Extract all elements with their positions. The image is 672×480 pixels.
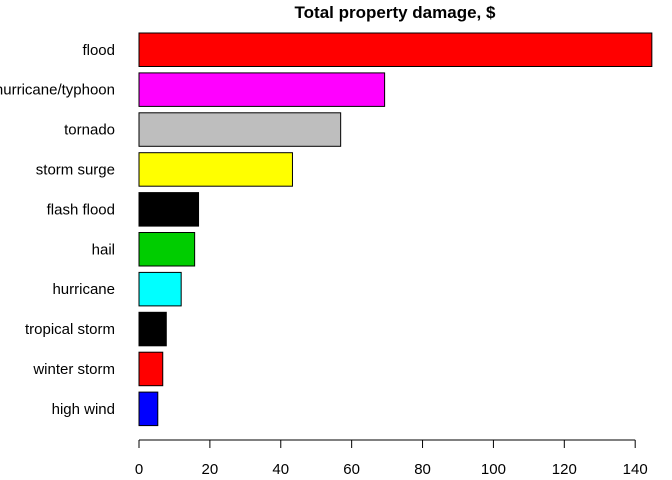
category-label-hurricane: hurricane — [52, 281, 115, 298]
bars-layer — [138, 32, 653, 427]
x-tick-label-0: 0 — [135, 461, 143, 478]
category-label-storm-surge: storm surge — [36, 161, 115, 178]
bar-hurricane-typhoon — [138, 72, 386, 107]
category-label-winter-storm: winter storm — [32, 361, 115, 378]
bar-hail — [138, 232, 196, 267]
category-label-hurricane-typhoon: hurricane/typhoon — [0, 82, 115, 99]
category-labels: flood hurricane/typhoon tornado storm surge… — [0, 42, 115, 418]
x-tick-label-20: 20 — [202, 461, 219, 478]
bar-tropical-storm — [138, 311, 167, 347]
bar-high-wind — [138, 391, 159, 427]
category-label-tornado: tornado — [64, 122, 115, 139]
bar-flash-flood — [138, 192, 200, 227]
x-tick-label-120: 120 — [552, 461, 577, 478]
category-label-hail: hail — [92, 241, 115, 258]
bar-storm-surge — [138, 152, 293, 187]
x-tick-label-140: 140 — [623, 461, 648, 478]
bar-flood — [138, 32, 653, 67]
x-tick-label-100: 100 — [481, 461, 506, 478]
bar-hurricane — [138, 271, 182, 307]
bar-tornado — [138, 112, 342, 147]
category-label-tropical-storm: tropical storm — [25, 321, 115, 338]
x-tick-label-60: 60 — [343, 461, 360, 478]
bar-winter-storm — [138, 351, 164, 387]
x-tick-label-80: 80 — [414, 461, 431, 478]
category-label-flood: flood — [82, 42, 115, 59]
x-tick-label-40: 40 — [272, 461, 289, 478]
chart-title: Total property damage, $ — [295, 3, 496, 22]
category-label-flash-flood: flash flood — [47, 201, 115, 218]
x-axis: 0 20 40 60 80 100 120 140 — [135, 439, 648, 478]
category-label-high-wind: high wind — [52, 401, 115, 418]
